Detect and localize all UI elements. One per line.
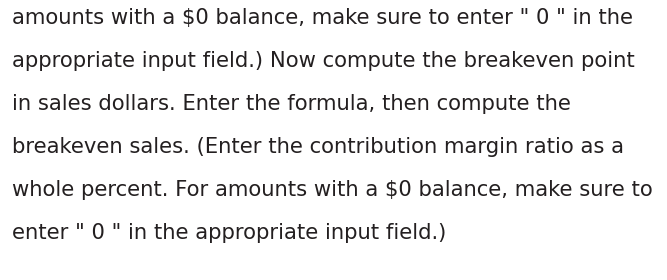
Text: appropriate input field.) Now compute the breakeven point: appropriate input field.) Now compute th…	[12, 51, 635, 71]
Text: whole percent. For amounts with a $0 balance, make sure to: whole percent. For amounts with a $0 bal…	[12, 180, 653, 200]
Text: enter " 0 " in the appropriate input field.): enter " 0 " in the appropriate input fie…	[12, 223, 446, 243]
Text: breakeven sales. (Enter the contribution margin ratio as a: breakeven sales. (Enter the contribution…	[12, 137, 624, 157]
Text: in sales dollars. Enter the formula, then compute the: in sales dollars. Enter the formula, the…	[12, 94, 571, 114]
Text: amounts with a $0 balance, make sure to enter " 0 " in the: amounts with a $0 balance, make sure to …	[12, 8, 633, 28]
